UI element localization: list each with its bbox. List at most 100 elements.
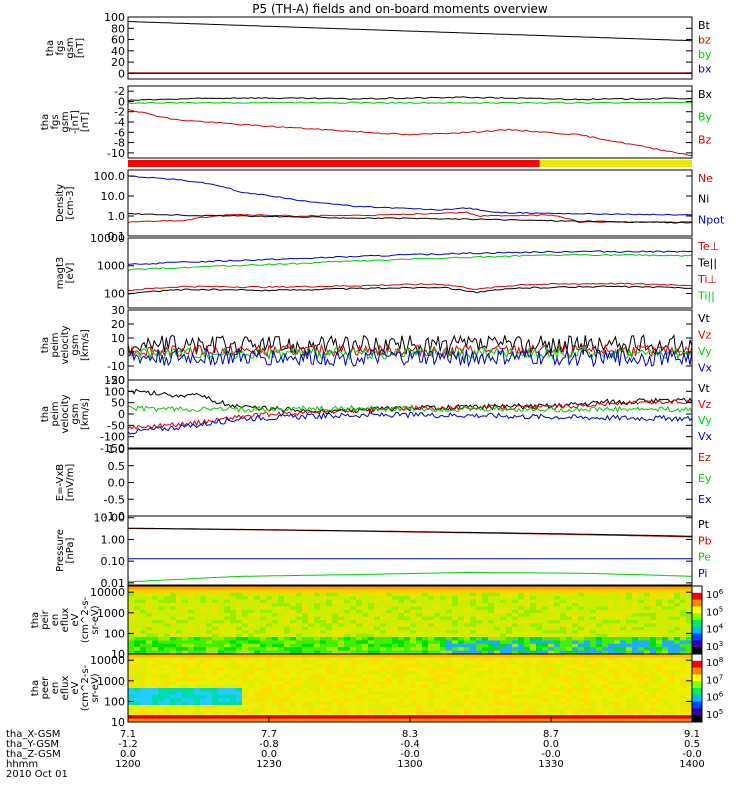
heatmap-cell bbox=[446, 637, 453, 641]
heatmap-cell bbox=[608, 694, 615, 699]
heatmap-cell bbox=[656, 708, 663, 713]
heatmap-cell bbox=[530, 698, 537, 703]
heatmap-cell bbox=[662, 691, 669, 696]
heatmap-cell bbox=[566, 677, 573, 682]
heatmap-cell bbox=[248, 694, 255, 699]
heatmap-cell bbox=[362, 589, 369, 594]
heatmap-cell bbox=[398, 674, 405, 679]
heatmap-cell bbox=[362, 664, 369, 669]
heatmap-cell bbox=[344, 647, 351, 652]
heatmap-cell bbox=[410, 711, 417, 716]
heatmap-cell bbox=[518, 643, 525, 648]
heatmap-cell bbox=[302, 654, 309, 658]
heatmap-cell bbox=[572, 671, 579, 675]
heatmap-cell bbox=[284, 684, 291, 689]
heatmap-cell bbox=[566, 626, 573, 631]
heatmap-cell bbox=[590, 599, 597, 604]
heatmap-cell bbox=[302, 609, 309, 614]
heatmap-cell bbox=[224, 647, 231, 652]
heatmap-cell bbox=[686, 691, 693, 696]
heatmap-cell bbox=[590, 586, 597, 590]
heatmap-cell bbox=[182, 691, 189, 696]
legend-label: Bz bbox=[698, 133, 712, 146]
heatmap-cell bbox=[170, 694, 177, 699]
heatmap-cell bbox=[386, 677, 393, 682]
heatmap-cell bbox=[572, 606, 579, 611]
heatmap-cell bbox=[626, 671, 633, 675]
heatmap-cell bbox=[548, 705, 555, 709]
heatmap-cell bbox=[296, 691, 303, 696]
heatmap-cell bbox=[194, 626, 201, 631]
heatmap-cell bbox=[440, 599, 447, 604]
heatmap-cell bbox=[644, 688, 651, 692]
heatmap-cell bbox=[164, 626, 171, 631]
heatmap-cell bbox=[440, 688, 447, 692]
heatmap-cell bbox=[578, 613, 585, 618]
heatmap-cell bbox=[374, 701, 381, 706]
heatmap-cell bbox=[626, 715, 633, 720]
heatmap-cell bbox=[512, 698, 519, 703]
heatmap-cell bbox=[380, 599, 387, 604]
y-axis-label: velocity bbox=[60, 394, 71, 433]
heatmap-cell bbox=[476, 691, 483, 696]
heatmap-cell bbox=[398, 660, 405, 665]
heatmap-cell bbox=[530, 640, 537, 645]
heatmap-cell bbox=[602, 599, 609, 604]
heatmap-cell bbox=[302, 596, 309, 601]
heatmap-cell bbox=[632, 705, 639, 709]
heatmap-cell bbox=[668, 620, 675, 624]
heatmap-cell bbox=[650, 681, 657, 686]
series-Pe-line bbox=[127, 572, 693, 583]
heatmap-cell bbox=[140, 650, 147, 655]
heatmap-cell bbox=[422, 633, 429, 638]
heatmap-cell bbox=[194, 681, 201, 686]
heatmap-cell bbox=[644, 681, 651, 686]
heatmap-cell bbox=[206, 711, 213, 716]
heatmap-cell bbox=[428, 609, 435, 614]
heatmap-cell bbox=[338, 592, 345, 597]
heatmap-cell bbox=[182, 688, 189, 692]
heatmap-cell bbox=[500, 586, 507, 590]
heatmap-cell bbox=[302, 698, 309, 703]
heatmap-cell bbox=[662, 609, 669, 614]
heatmap-cell bbox=[500, 715, 507, 720]
heatmap-cell bbox=[344, 681, 351, 686]
heatmap-cell bbox=[530, 664, 537, 669]
heatmap-cell bbox=[158, 626, 165, 631]
heatmap-cell bbox=[590, 671, 597, 675]
heatmap-cell bbox=[578, 616, 585, 621]
mode-bar-segment bbox=[128, 160, 540, 167]
heatmap-cell bbox=[158, 664, 165, 669]
heatmap-cell bbox=[344, 684, 351, 689]
heatmap-cell bbox=[374, 606, 381, 611]
heatmap-cell bbox=[188, 599, 195, 604]
heatmap-cell bbox=[386, 667, 393, 672]
heatmap-cell bbox=[128, 664, 135, 669]
heatmap-cell bbox=[386, 654, 393, 658]
heatmap-cell bbox=[566, 616, 573, 621]
heatmap-cell bbox=[224, 708, 231, 713]
heatmap-cell bbox=[410, 708, 417, 713]
heatmap-cell bbox=[152, 705, 159, 709]
heatmap-cell bbox=[650, 677, 657, 682]
heatmap-cell bbox=[476, 633, 483, 638]
heatmap-cell bbox=[386, 596, 393, 601]
heatmap-cell bbox=[164, 606, 171, 611]
heatmap-cell bbox=[656, 637, 663, 641]
heatmap-cell bbox=[176, 684, 183, 689]
heatmap-cell bbox=[272, 698, 279, 703]
legend-label: Pt bbox=[698, 518, 710, 531]
heatmap-cell bbox=[422, 626, 429, 631]
heatmap-cell bbox=[272, 647, 279, 652]
heatmap-cell bbox=[188, 626, 195, 631]
heatmap-cell bbox=[176, 592, 183, 597]
y-tick-label: 50 bbox=[111, 397, 125, 410]
heatmap-cell bbox=[230, 698, 237, 703]
heatmap-cell bbox=[224, 592, 231, 597]
heatmap-cell bbox=[446, 677, 453, 682]
heatmap-cell bbox=[680, 623, 687, 628]
colorbar-segment bbox=[692, 626, 702, 635]
heatmap-cell bbox=[560, 626, 567, 631]
y-tick-label: -150 bbox=[100, 442, 125, 455]
heatmap-cell bbox=[422, 691, 429, 696]
